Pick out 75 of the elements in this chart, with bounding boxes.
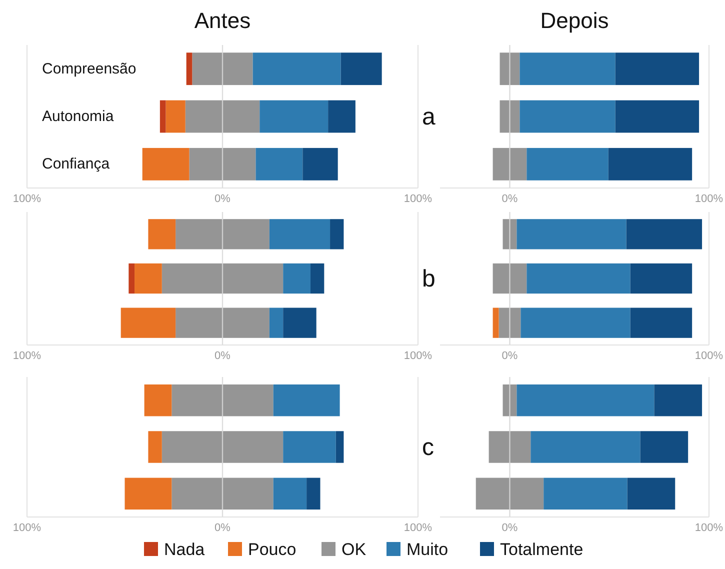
legend-label: Muito	[406, 540, 448, 559]
bar	[340, 52, 382, 86]
bar	[160, 100, 166, 133]
bar	[273, 384, 340, 416]
text: b	[422, 266, 436, 292]
bar	[626, 219, 702, 250]
bar	[520, 52, 616, 86]
x-tick-label: 100%	[694, 522, 724, 534]
text: a	[422, 104, 436, 130]
x-tick-label: 0%	[214, 522, 231, 534]
legend-label: OK	[342, 540, 367, 559]
bar	[148, 431, 162, 463]
bar	[144, 384, 172, 416]
bar	[630, 263, 692, 294]
chart-title: Antes	[194, 8, 251, 33]
bar	[330, 219, 344, 250]
legend-label: Pouco	[248, 540, 296, 559]
bar	[128, 263, 135, 294]
bar	[273, 478, 307, 510]
bar	[492, 308, 499, 338]
bar	[256, 148, 303, 180]
bar	[283, 263, 310, 294]
chart-title: Depois	[540, 8, 609, 33]
bar	[186, 52, 192, 86]
x-tick-label: 0%	[502, 193, 518, 205]
bar	[134, 263, 162, 294]
bar	[120, 308, 176, 338]
bar	[269, 308, 284, 338]
x-tick-label: 100%	[404, 193, 432, 205]
bar	[310, 263, 324, 294]
x-tick-label: 0%	[214, 350, 231, 362]
bar	[544, 478, 628, 510]
bar	[654, 384, 702, 416]
y-tick-label: Autonomia	[42, 108, 114, 125]
bar	[520, 308, 630, 338]
x-tick-label: 100%	[12, 193, 42, 205]
x-tick-label: 100%	[12, 350, 42, 362]
bar	[615, 100, 700, 133]
x-tick-label: 100%	[12, 522, 42, 534]
bar	[608, 148, 692, 180]
bar	[530, 431, 640, 463]
bar	[283, 431, 336, 463]
bar	[252, 52, 341, 86]
bar	[630, 308, 692, 338]
bar	[328, 100, 356, 133]
x-tick-label: 100%	[694, 350, 724, 362]
bar	[306, 478, 320, 510]
x-tick-label: 0%	[502, 350, 518, 362]
bar	[627, 478, 676, 510]
bar	[516, 219, 626, 250]
x-tick-label: 100%	[404, 522, 432, 534]
y-tick-label: Compreensão	[42, 60, 136, 78]
bar	[526, 263, 630, 294]
bar	[283, 308, 316, 338]
bar	[260, 100, 328, 133]
y-tick-label: Confiança	[42, 156, 110, 173]
bar	[516, 384, 654, 416]
bar	[142, 148, 190, 180]
bar	[269, 219, 330, 250]
x-tick-label: 0%	[502, 522, 518, 534]
x-tick-label: 0%	[214, 193, 231, 205]
bar	[615, 52, 700, 86]
bar	[336, 431, 344, 463]
text: c	[422, 434, 434, 461]
bar	[526, 148, 608, 180]
bar	[166, 100, 186, 133]
bar	[148, 219, 176, 250]
bar	[124, 478, 172, 510]
bar	[302, 148, 338, 180]
bar	[520, 100, 616, 133]
bar	[640, 431, 688, 463]
legend-label: Totalmente	[500, 540, 584, 559]
legend-label: Nada	[164, 540, 206, 559]
x-tick-label: 100%	[694, 193, 724, 205]
x-tick-label: 100%	[404, 350, 432, 362]
